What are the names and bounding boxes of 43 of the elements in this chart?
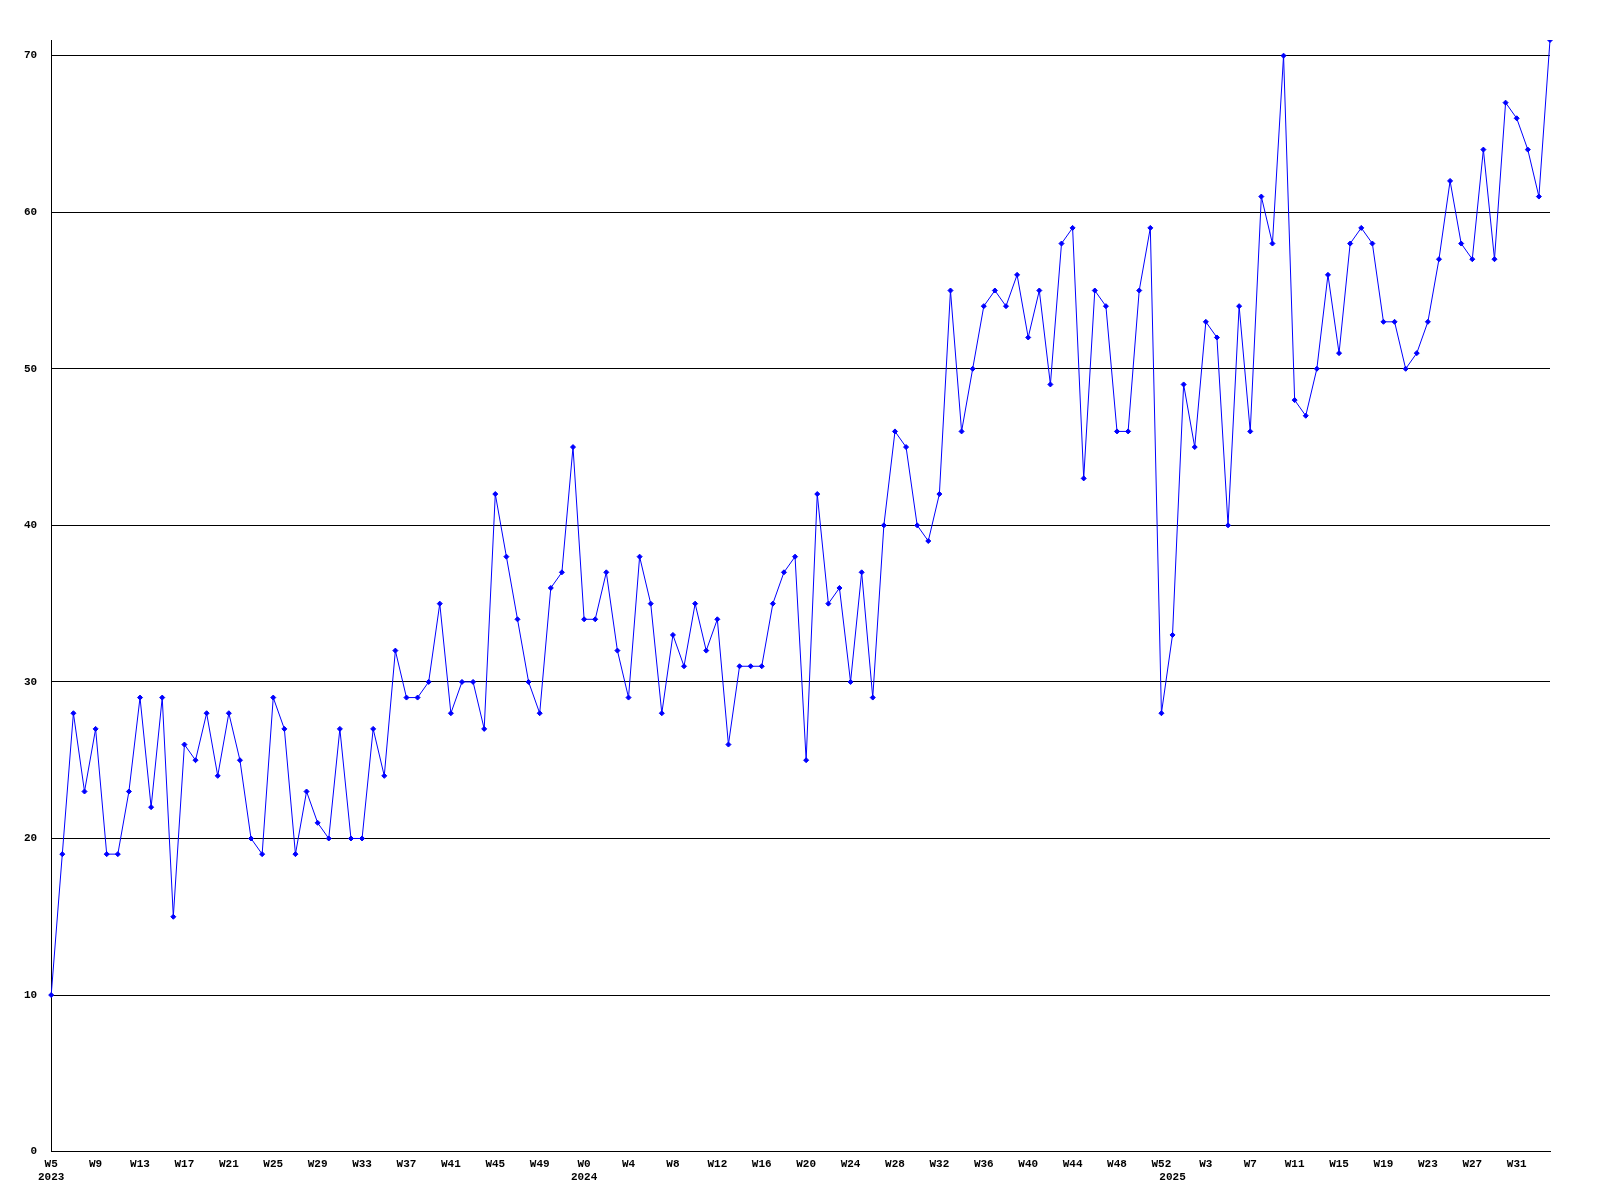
x-tick-label: W49 <box>529 1157 550 1170</box>
x-tick-label: W4 <box>621 1157 636 1170</box>
x-tick-label: W41 <box>440 1157 462 1170</box>
x-tick-label: W31 <box>1506 1157 1527 1170</box>
x-tick-label: W24 <box>840 1157 861 1170</box>
x-tick-label: W36 <box>973 1157 994 1170</box>
x-tick-label: W7 <box>1243 1157 1257 1170</box>
x-tick-label: W13 <box>130 1157 151 1170</box>
y-tick-label: 30 <box>24 675 38 688</box>
x-tick-label: W0 2024 <box>570 1157 598 1184</box>
y-tick-label: 50 <box>24 362 38 375</box>
x-tick-label: W28 <box>885 1157 906 1170</box>
x-tick-label: W23 <box>1417 1157 1439 1170</box>
y-tick-label: 0 <box>30 1145 38 1158</box>
x-tick-label: W27 <box>1462 1157 1483 1170</box>
x-tick-label: W25 <box>263 1157 284 1170</box>
x-tick-label: 2025 <box>1159 1171 1187 1184</box>
x-tick-label: W45 <box>485 1157 506 1170</box>
y-tick-label: 20 <box>24 832 38 845</box>
x-tick-label: W20 <box>796 1157 817 1170</box>
x-tick-label: W9 <box>89 1157 103 1170</box>
x-tick-label: W52 <box>1151 1157 1172 1170</box>
x-tick-label: W44 <box>1062 1157 1083 1170</box>
y-tick-label: 70 <box>24 49 38 62</box>
y-tick-label: 60 <box>24 205 38 218</box>
x-tick-label: W37 <box>396 1157 417 1170</box>
x-tick-label: W11 <box>1284 1157 1305 1170</box>
x-tick-label: W32 <box>929 1157 950 1170</box>
x-tick-label: W33 <box>352 1157 373 1170</box>
y-tick-label: 40 <box>24 519 38 532</box>
x-tick-label: W15 <box>1329 1157 1350 1170</box>
x-tick-label: W16 <box>751 1157 772 1170</box>
x-tick-label: W40 <box>1018 1157 1039 1170</box>
x-tick-label: W5 2023 <box>38 1157 65 1184</box>
x-tick-label: W3 <box>1199 1157 1213 1170</box>
x-tick-label: W17 <box>174 1157 195 1170</box>
x-tick-label: W29 <box>307 1157 328 1170</box>
x-tick-label: W12 <box>707 1157 728 1170</box>
x-tick-label: W8 <box>666 1157 680 1170</box>
x-tick-label: W21 <box>218 1157 240 1170</box>
x-tick-label: W48 <box>1107 1157 1128 1170</box>
y-tick-label: 10 <box>24 988 38 1001</box>
x-tick-label: W19 <box>1373 1157 1394 1170</box>
